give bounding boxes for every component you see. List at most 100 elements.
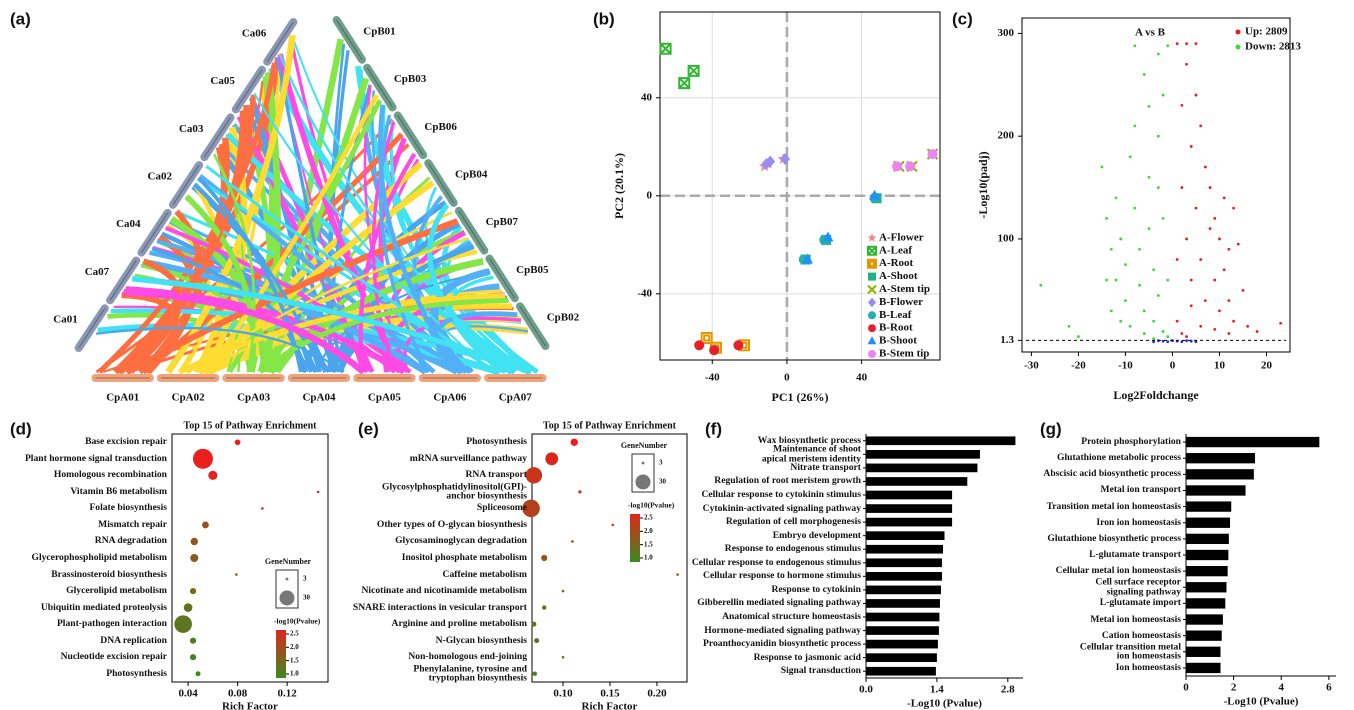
point (905, 161, 915, 171)
chart-title: Top 15 of Pathway Enrichment (543, 420, 677, 431)
y-tick-label: Gibberellin mediated signaling pathway (697, 599, 861, 609)
bar (1186, 614, 1223, 624)
x-axis-title: -Log10 (Pvalue) (907, 698, 982, 710)
point (1190, 145, 1193, 148)
point (780, 153, 790, 165)
point (1256, 330, 1259, 333)
y-tick-label: Regulation of cell morphogenesis (726, 517, 861, 527)
point (1157, 135, 1160, 138)
point (1068, 325, 1071, 328)
legend-marker (868, 298, 876, 308)
point (1101, 166, 1104, 169)
legend-marker (868, 273, 876, 281)
x-axis-title: Rich Factor (222, 701, 278, 710)
legend-label: 30 (303, 594, 311, 602)
point (1129, 325, 1132, 328)
point (1133, 125, 1136, 128)
bubble (196, 671, 201, 676)
legend-marker (868, 350, 876, 358)
bubble (190, 588, 196, 594)
point (1218, 238, 1221, 241)
point (1110, 309, 1113, 312)
panel-label: (f) (705, 419, 722, 438)
chart-title: Top 15 of Pathway Enrichment (184, 420, 318, 431)
bar (866, 491, 952, 500)
bubble (235, 573, 238, 576)
point (1195, 94, 1198, 97)
bar (866, 436, 1015, 445)
color-bar (630, 514, 640, 562)
bubble (526, 467, 542, 483)
x-tick-label: 0 (1183, 682, 1189, 694)
chromosome-outline (520, 306, 545, 346)
y-tick-label: Glycosaminoglycan degradation (395, 537, 527, 547)
x-tick-label: -10 (1118, 360, 1133, 372)
chromosome-label: CpA07 (499, 392, 533, 404)
point (1180, 104, 1183, 107)
bar (866, 545, 943, 554)
legend-title: -log10(Pvalue) (274, 617, 321, 626)
chromosome-label: CpB06 (424, 121, 457, 133)
x-tick-label: 0.0 (859, 684, 873, 696)
point (709, 345, 719, 355)
legend-marker (1236, 45, 1241, 50)
legend-bubble (642, 462, 645, 465)
color-tick-label: 1.5 (644, 540, 653, 548)
point (1213, 328, 1216, 331)
x-tick-label: 1.4 (930, 684, 944, 696)
y-tick-label: Cellular metal ion homeostasis (1056, 566, 1181, 576)
y-tick-label: Plant hormone signal transduction (25, 454, 167, 464)
point (733, 340, 743, 350)
point (1185, 339, 1188, 342)
legend-label: Down: 2813 (1245, 41, 1301, 53)
y-tick-label: Photosynthesis (466, 437, 527, 447)
point (689, 66, 699, 76)
point (1185, 63, 1188, 66)
y-tick-label: Maintenance of shoot apical meristem ide… (762, 445, 861, 464)
y-tick-label: Nitrate transport (790, 463, 861, 473)
bar (1186, 631, 1222, 641)
y-tick-label: Transition metal ion homeostasis (1047, 502, 1181, 512)
color-tick-label: 2.0 (644, 527, 653, 535)
bar (866, 586, 941, 595)
point (1133, 207, 1136, 210)
bubble (531, 622, 536, 627)
y-tick-label: Cellular response to cytokinin stimulus (701, 490, 861, 500)
point (1124, 263, 1127, 266)
x-tick-label: -20 (1071, 360, 1086, 372)
panel-label: (b) (593, 9, 615, 28)
y-tick-label: Hormone-mediated signaling pathway (704, 626, 861, 636)
y-tick-label: Iron ion homeostasis (1096, 518, 1181, 528)
point (1166, 279, 1169, 282)
bubble (611, 524, 614, 527)
bubble (571, 540, 574, 543)
legend-marker (868, 336, 877, 344)
legend-bubble (286, 578, 289, 581)
bubble (578, 490, 581, 493)
y-tick-label: Other types of O-glycan biosynthesis (377, 520, 527, 530)
point (1143, 73, 1146, 76)
point (1204, 299, 1207, 302)
point (1176, 258, 1179, 261)
y-tick-label: Photosynthesis (106, 669, 167, 679)
bubble (190, 554, 198, 562)
y-tick-label: 40 (641, 91, 653, 103)
y-tick-label: Response to jasmonic acid (754, 653, 861, 663)
x-tick-label: 40 (856, 372, 868, 384)
y-tick-label: Response to cytokinin (771, 585, 861, 595)
y-tick-label: Proanthocyanidin biosynthetic process (703, 639, 861, 649)
y-tick-label: Glutathione metabolic process (1057, 453, 1181, 463)
legend-label: B-Shoot (879, 335, 917, 347)
point (1232, 320, 1235, 323)
legend-bubble (636, 475, 651, 490)
y-tick-label: 300 (998, 27, 1015, 39)
x-tick-label: 0 (1170, 360, 1176, 372)
chromosome-outline (236, 70, 262, 110)
legend-title: -log10(Pvalue) (628, 501, 675, 510)
point (1218, 309, 1221, 312)
chromosome-label: Ca06 (242, 27, 267, 39)
y-tick-label: 100 (998, 232, 1015, 244)
chromosome-label: CpA06 (433, 392, 467, 404)
point (1190, 304, 1193, 307)
legend-marker (868, 260, 876, 268)
